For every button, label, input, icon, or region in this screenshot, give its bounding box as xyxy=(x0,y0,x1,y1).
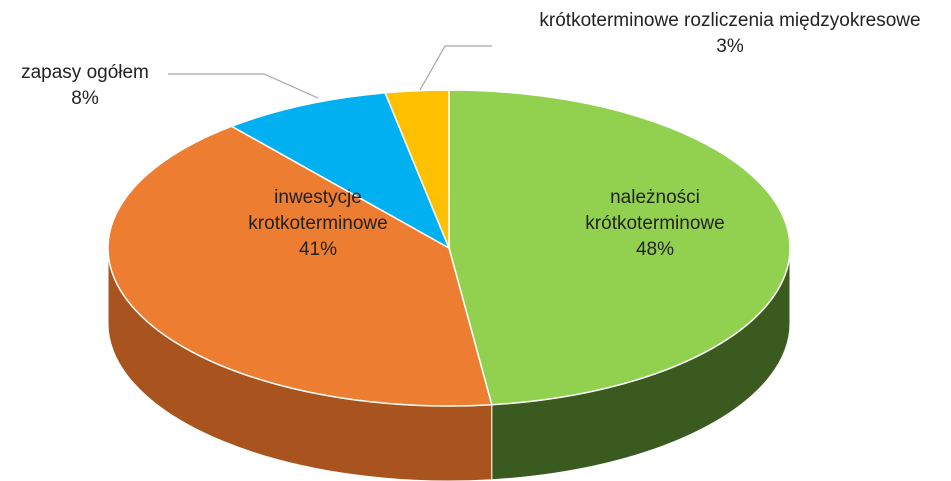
pie-slice xyxy=(229,92,451,250)
slice-label: zapasy ogółem 8% xyxy=(0,60,170,112)
value-label: 3% xyxy=(716,36,744,57)
value-label: 41% xyxy=(298,239,338,260)
category-label: krótkoterminowe rozliczenia międzyokreso… xyxy=(539,10,921,31)
slice-label: należności krótkoterminowe 48% xyxy=(555,185,755,263)
pie-slice xyxy=(448,89,791,406)
slice-label: krótkoterminowe rozliczenia międzyokreso… xyxy=(490,8,951,60)
value-label: 8% xyxy=(71,88,99,109)
category-label: inwestycje krotkoterminowe xyxy=(248,187,388,234)
value-label: 48% xyxy=(635,239,675,260)
category-label: zapasy ogółem xyxy=(21,62,149,83)
category-label: należności krótkoterminowe xyxy=(585,187,725,234)
leader-line xyxy=(168,73,319,99)
pie-slice xyxy=(107,125,493,407)
slice-label: inwestycje krotkoterminowe 41% xyxy=(218,185,418,263)
pie-slice xyxy=(384,89,450,249)
pie-tops xyxy=(107,89,791,407)
leader-line xyxy=(419,45,492,91)
